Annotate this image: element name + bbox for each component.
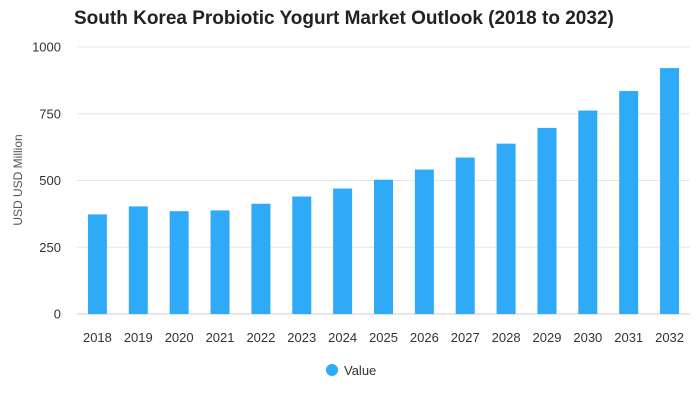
x-tick-label: 2021 — [206, 330, 235, 345]
bar-2030[interactable] — [578, 110, 598, 315]
x-tick-label: 2019 — [124, 330, 153, 345]
y-axis-label: USD USD Million — [11, 134, 25, 225]
x-tick-label: 2030 — [573, 330, 602, 345]
bars — [87, 68, 680, 315]
bar-2020[interactable] — [169, 211, 189, 314]
x-tick-label: 2031 — [614, 330, 643, 345]
bar-2028[interactable] — [496, 143, 516, 314]
x-tick-label: 2018 — [83, 330, 112, 345]
bar-2021[interactable] — [210, 210, 230, 314]
bar-2022[interactable] — [251, 203, 271, 314]
x-tick-labels: 2018 2019 2020 2021 2022 2023 2024 2025 2026 2027… — [83, 330, 684, 345]
x-tick-label: 2025 — [369, 330, 398, 345]
bar-2024[interactable] — [333, 188, 353, 314]
bar-2018[interactable] — [87, 214, 107, 314]
bar-2029[interactable] — [537, 127, 557, 314]
legend-marker-value[interactable] — [326, 364, 338, 376]
x-tick-label: 2022 — [246, 330, 275, 345]
x-tick-label: 2028 — [492, 330, 521, 345]
x-tick-label: 2029 — [533, 330, 562, 345]
bar-2027[interactable] — [455, 157, 475, 314]
y-tick-label: 0 — [54, 307, 61, 322]
x-tick-label: 2032 — [655, 330, 684, 345]
y-tick-label: 500 — [39, 173, 61, 188]
bar-2031[interactable] — [619, 91, 639, 315]
legend-label-value[interactable]: Value — [344, 363, 376, 378]
y-tick-label: 250 — [39, 240, 61, 255]
chart-title: South Korea Probiotic Yogurt Market Outl… — [74, 8, 614, 29]
x-tick-label: 2026 — [410, 330, 439, 345]
y-tick-label: 750 — [39, 106, 61, 121]
bar-2019[interactable] — [128, 206, 148, 314]
bar-2023[interactable] — [292, 196, 312, 314]
y-tick-labels: 0 250 500 750 1000 — [32, 40, 61, 322]
bar-2032[interactable] — [660, 68, 680, 314]
legend: Value — [326, 363, 376, 378]
y-tick-label: 1000 — [32, 40, 61, 55]
x-tick-label: 2023 — [287, 330, 316, 345]
x-tick-label: 2020 — [165, 330, 194, 345]
x-tick-label: 2027 — [451, 330, 480, 345]
x-tick-label: 2024 — [328, 330, 357, 345]
bar-2026[interactable] — [414, 169, 434, 314]
bar-2025[interactable] — [374, 179, 393, 314]
